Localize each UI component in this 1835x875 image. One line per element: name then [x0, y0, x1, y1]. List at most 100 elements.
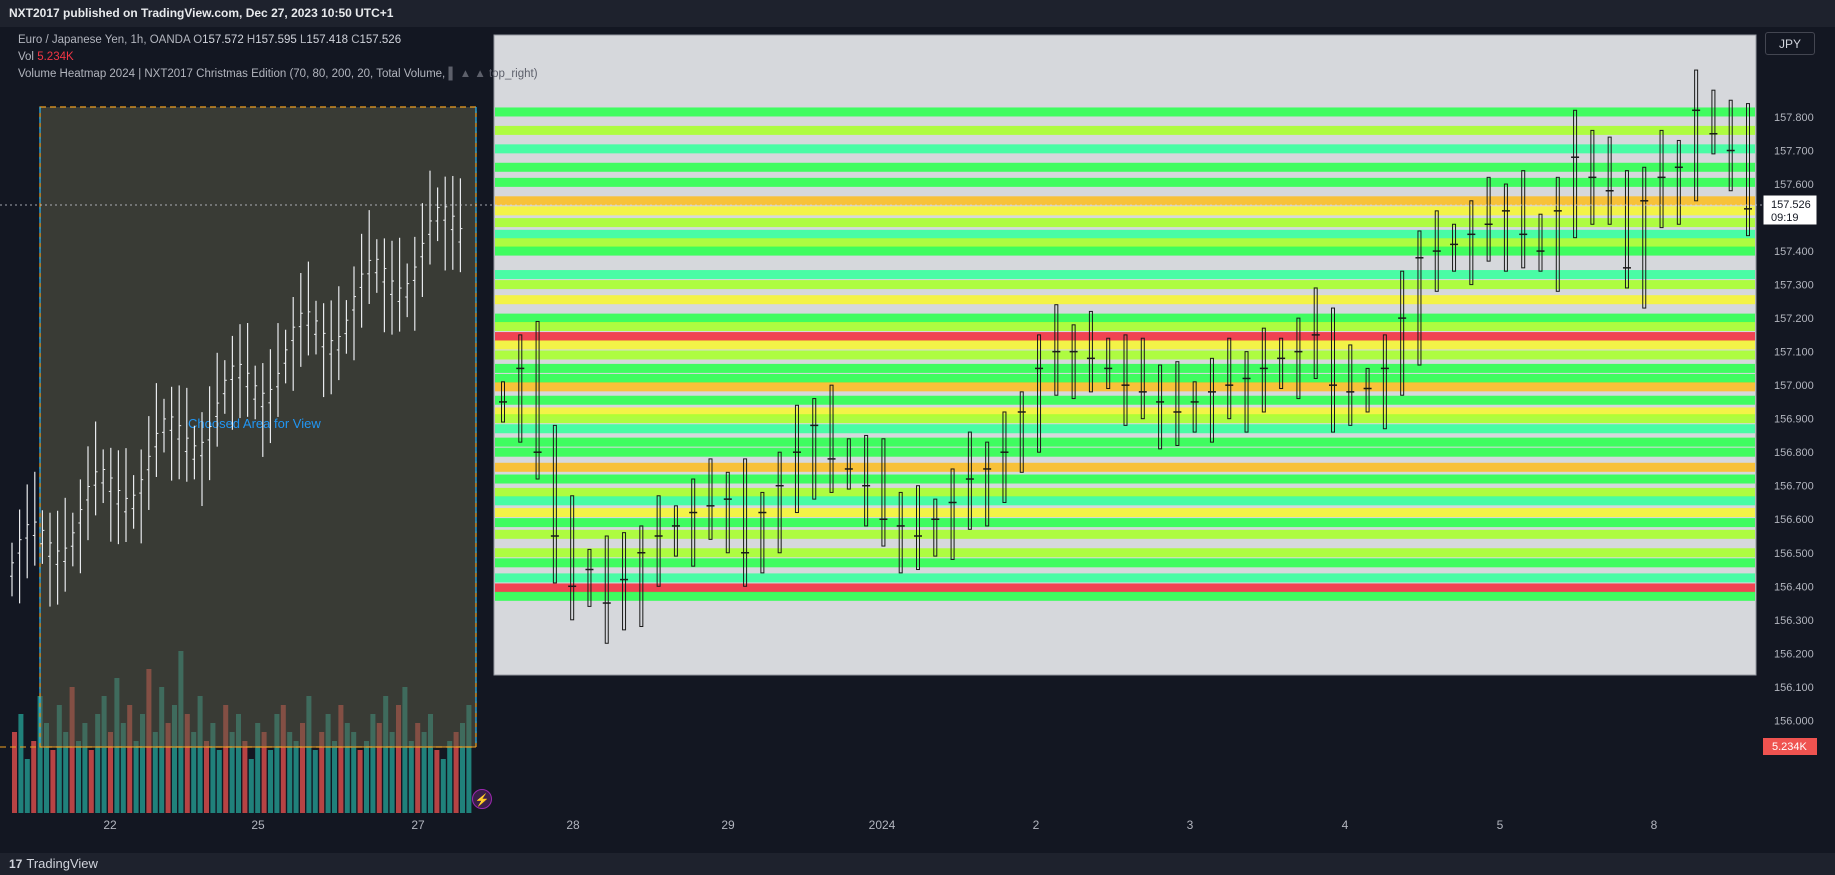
candle-bar	[967, 431, 972, 530]
chosen-area-box[interactable]	[39, 106, 477, 748]
volume-bar	[300, 723, 305, 813]
y-tick-label: 156.400	[1774, 581, 1814, 593]
indicator-name[interactable]: Volume Heatmap 2024 | NXT2017 Christmas …	[18, 68, 446, 80]
candle-bar	[1331, 307, 1335, 433]
candle-bar	[1037, 334, 1042, 453]
volume-bar	[44, 723, 49, 813]
volume-bar	[364, 741, 369, 813]
candle-bar	[639, 525, 644, 628]
candle-bar	[1261, 327, 1266, 413]
volume-bar	[428, 714, 433, 813]
candle-bar	[1382, 334, 1387, 430]
heat-band	[495, 162, 1755, 172]
candle-bar	[587, 548, 592, 607]
indicator-legend[interactable]: Volume Heatmap 2024 | NXT2017 Christmas …	[18, 68, 538, 80]
y-tick-label: 156.700	[1774, 481, 1814, 493]
chart-pane[interactable]: Choosed Area for View 156.000 156.100 156.…	[0, 27, 1835, 853]
volume-bar	[159, 687, 165, 813]
volume-bar	[204, 741, 209, 813]
ohlc-high: 157.595	[255, 34, 297, 46]
tradingview-logo[interactable]: 17 TradingView	[9, 853, 98, 875]
volume-bar	[18, 714, 24, 813]
x-tick-label: 2	[1033, 818, 1040, 832]
chart-svg[interactable]: Choosed Area for View 156.000156.100156.…	[0, 27, 1835, 853]
candle-bar	[1192, 381, 1197, 433]
candle-bar	[985, 441, 990, 527]
candle-bar	[1071, 324, 1076, 400]
heat-band	[495, 447, 1755, 457]
heatmap-bands	[495, 107, 1755, 601]
y-tick-label: 156.000	[1774, 715, 1814, 727]
x-tick-label: 28	[566, 818, 580, 832]
ohlc-low: 157.418	[306, 34, 348, 46]
volume-bar	[447, 741, 453, 813]
candle-bar	[622, 532, 627, 631]
volume-legend[interactable]: Vol 5.234K	[18, 51, 74, 63]
volume-bar	[37, 696, 43, 813]
symbol-legend[interactable]: Euro / Japanese Yen, 1h, OANDA O157.572 …	[18, 34, 401, 46]
volume-bar	[95, 714, 101, 813]
candle-bar	[933, 498, 938, 557]
candle-bar	[1452, 223, 1457, 272]
heat-band	[495, 496, 1755, 506]
candle-bar	[1106, 337, 1111, 390]
candle-bar	[1209, 357, 1214, 443]
candle-bar	[1365, 367, 1370, 413]
heat-band	[495, 246, 1755, 256]
volume-bar	[82, 723, 88, 813]
volume-bar	[127, 705, 133, 813]
x-tick-label: 3	[1187, 818, 1194, 832]
volume-bar	[389, 732, 395, 813]
x-tick-label: 4	[1342, 818, 1349, 832]
candle-bar	[864, 434, 869, 527]
candle-bar	[1279, 337, 1284, 390]
heat-band	[495, 322, 1755, 331]
volume-bar	[357, 750, 363, 813]
x-tick-label: 25	[251, 818, 265, 832]
candle-bar	[1002, 411, 1007, 503]
y-tick-label: 156.800	[1774, 447, 1814, 459]
left-candles	[10, 170, 463, 607]
volume-bar	[319, 732, 325, 813]
volume-bar	[376, 723, 382, 813]
candle-bar	[812, 398, 817, 500]
symbol-name[interactable]: Euro / Japanese Yen, 1h, OANDA	[18, 34, 190, 46]
volume-bar	[63, 732, 69, 813]
heat-band	[495, 437, 1755, 447]
candle-bar	[898, 491, 903, 574]
volume-bar	[440, 759, 446, 813]
volume-bar	[453, 732, 459, 813]
volume-bar	[12, 732, 17, 813]
candle-bar	[794, 404, 799, 514]
volume-bar	[223, 705, 229, 813]
candle-bar	[708, 458, 713, 540]
volume-bar	[229, 732, 235, 813]
volume-bar	[140, 714, 145, 813]
volume-bar	[24, 759, 30, 813]
lightning-icon[interactable]: ⚡	[472, 789, 492, 809]
indicator-settings-icons[interactable]: ▌ ▲ ▲	[448, 68, 486, 80]
candle-bar	[1140, 337, 1145, 420]
candle-bar	[1417, 230, 1422, 366]
candle-bar	[1175, 361, 1180, 446]
volume-bar	[133, 741, 139, 813]
currency-button[interactable]: JPY	[1765, 32, 1815, 55]
price-axis[interactable]	[1763, 27, 1835, 853]
y-tick-label: 157.100	[1774, 347, 1814, 359]
heat-band	[495, 462, 1755, 472]
heat-band	[495, 414, 1755, 424]
volume-bar	[197, 696, 203, 813]
candle-bar	[777, 451, 782, 554]
volume-bar	[434, 750, 440, 813]
heat-band	[495, 407, 1755, 417]
volume-bar	[184, 714, 190, 813]
heat-band	[495, 474, 1755, 484]
heatmap-candles	[499, 69, 1752, 644]
heat-band	[495, 373, 1755, 383]
y-tick-label: 156.500	[1774, 548, 1814, 560]
candle-bar	[1400, 270, 1405, 396]
heat-band	[495, 363, 1755, 373]
candle-bar	[1659, 129, 1664, 229]
x-tick-label: 2024	[869, 818, 896, 832]
candle-bar	[950, 468, 955, 560]
